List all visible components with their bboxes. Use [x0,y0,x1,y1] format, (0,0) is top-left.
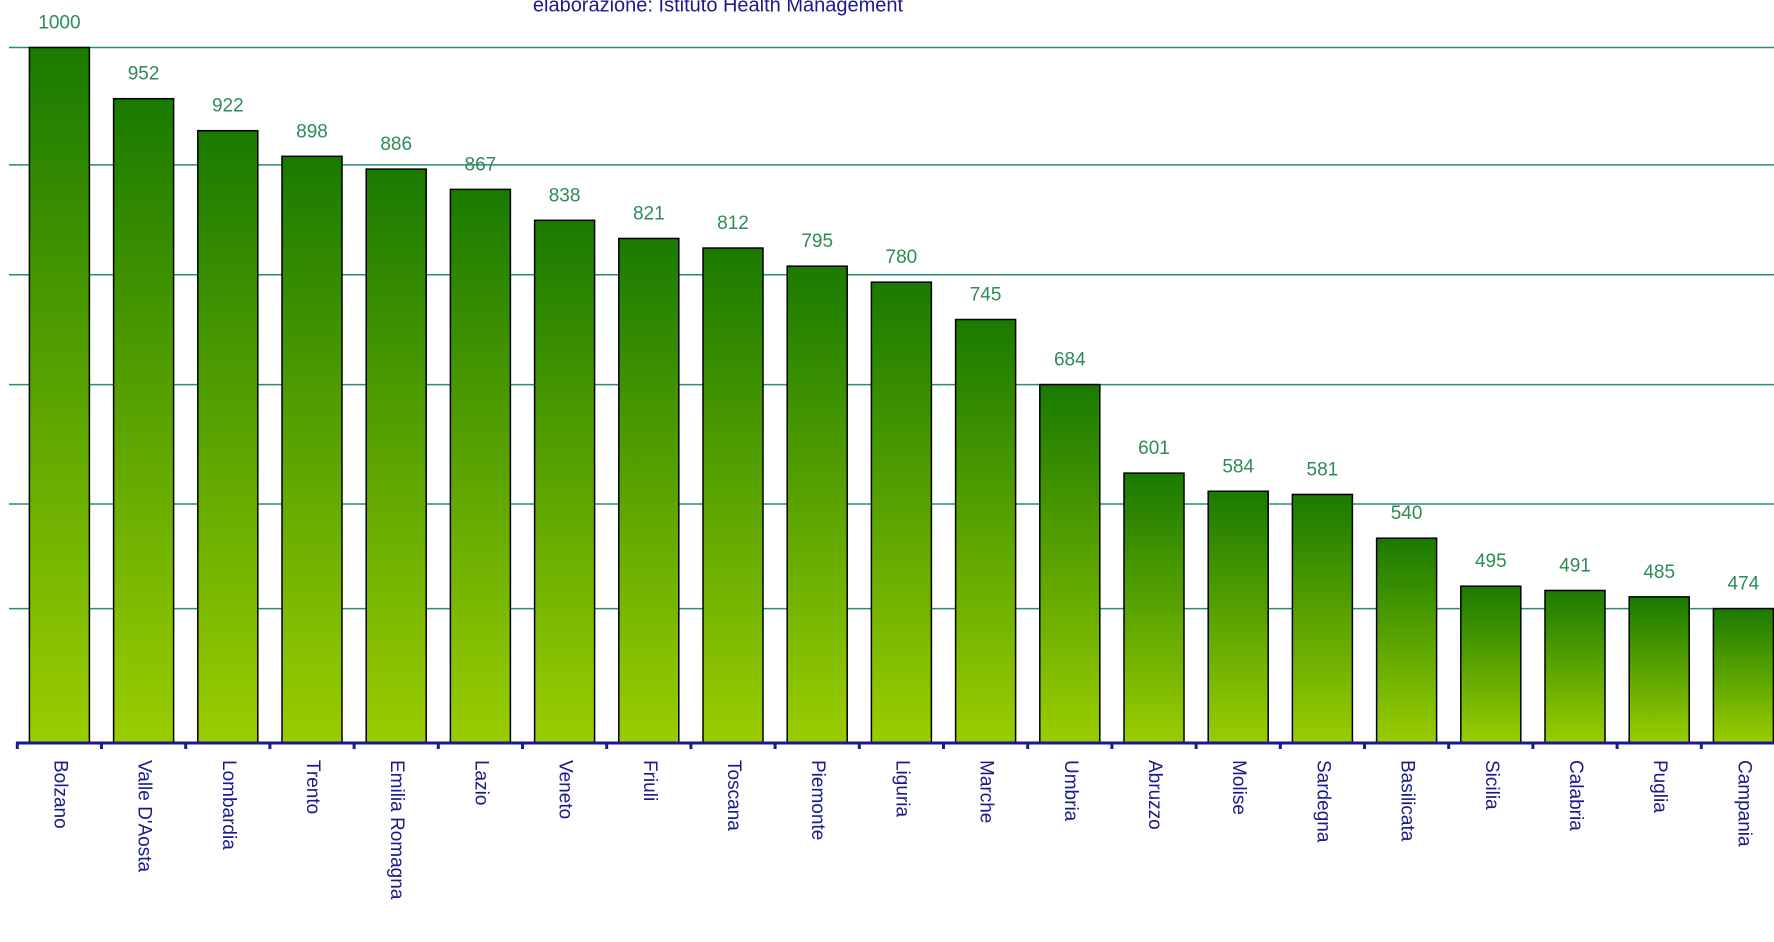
x-tick-label: Liguria [891,760,912,817]
bar [449,188,512,744]
x-tick-label: Marche [976,760,997,823]
chart-subtitle: elaborazione: Istituto Health Management [533,0,904,16]
bar [1291,493,1354,744]
x-tick-label: Basilicata [1397,760,1418,842]
x-tick-label: Veneto [555,760,576,819]
x-tick-label: Lombardia [218,760,239,850]
value-label: 821 [633,203,665,224]
value-label: 952 [128,64,160,85]
x-tick-label: Sardegna [1312,760,1333,843]
x-tick-label: Toscana [723,760,744,831]
value-label: 474 [1728,574,1760,595]
x-tick-label: Lazio [470,760,491,805]
bar [1123,472,1185,744]
bar [28,46,91,744]
bar [702,247,764,744]
bar [281,155,343,744]
x-tick-label: Emilia Romagna [386,760,407,900]
value-label: 795 [801,231,833,252]
bar [786,265,848,744]
value-label: 867 [465,154,497,175]
value-label: 540 [1391,503,1423,524]
x-tick-label: Puglia [1649,760,1670,813]
bar [618,237,680,744]
bar [1544,589,1606,744]
value-label: 491 [1559,555,1591,576]
value-label: 838 [549,185,581,206]
bar [365,168,427,744]
bar [954,318,1017,744]
value-label: 485 [1643,562,1675,583]
bar [1039,383,1101,744]
x-tick-label: Umbria [1060,760,1081,822]
x-tick-label: Sicilia [1481,760,1502,810]
value-label: 812 [717,213,749,234]
x-tick-label: Campania [1733,760,1754,847]
value-label: 780 [886,247,918,268]
bar [1712,607,1774,744]
bar [1207,490,1269,744]
bar [1628,596,1690,744]
bar [112,97,175,744]
x-tick-label: Friuli [639,760,660,801]
x-tick-label: Bolzano [49,760,70,829]
value-label: 495 [1475,551,1507,572]
bar [533,219,596,744]
value-label: 584 [1222,456,1254,477]
value-label: 898 [296,121,328,142]
value-label: 1000 [38,13,80,34]
x-tick-label: Valle D'Aosta [134,760,155,872]
value-label: 581 [1307,459,1339,480]
bar [1375,537,1438,744]
value-label: 886 [380,134,412,155]
value-label: 684 [1054,350,1086,371]
x-tick-label: Trento [302,760,323,814]
x-tick-label: Piemonte [807,760,828,840]
bar [1460,585,1522,744]
x-tick-label: Calabria [1565,760,1586,831]
bar [870,281,933,744]
value-label: 745 [970,285,1002,306]
value-label: 601 [1138,438,1170,459]
value-label: 922 [212,96,244,117]
x-tick-label: Molise [1228,760,1249,815]
x-tick-label: Abruzzo [1144,760,1165,830]
bar [197,129,259,744]
